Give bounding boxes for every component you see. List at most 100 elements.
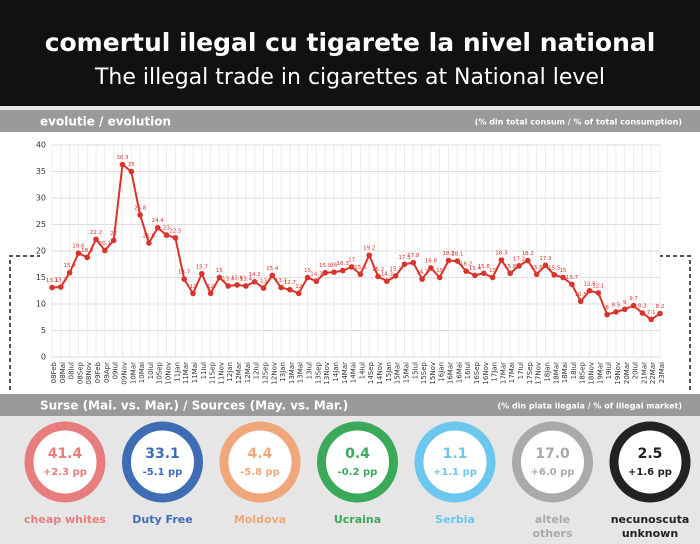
value-label: 18.2	[522, 251, 534, 257]
point	[137, 212, 143, 218]
value-label: 13.2	[55, 278, 67, 284]
source-ring	[122, 421, 203, 503]
source-value: 2.5	[638, 446, 663, 462]
y-tick-label: 5	[41, 326, 46, 335]
x-tick-label: 18Mar	[552, 362, 560, 384]
point	[172, 234, 179, 241]
x-tick-label: 12Sep	[261, 361, 269, 384]
source-change: -5.1 pp	[143, 467, 183, 478]
value-label: 15	[436, 268, 443, 274]
source-value: 0.4	[345, 446, 370, 462]
point	[163, 232, 170, 238]
value-label: 16.3	[337, 261, 350, 267]
value-label: 17.3	[539, 256, 552, 262]
x-tick-label: 14Iul	[358, 362, 366, 379]
point	[66, 269, 73, 276]
x-tick-label: 09Apr	[103, 362, 111, 383]
x-tick-label: 17Mar	[499, 362, 507, 384]
source-change: +2.3 pp	[43, 467, 87, 478]
point	[516, 263, 522, 269]
point	[586, 287, 593, 294]
value-label: 17	[348, 257, 355, 263]
plot: 0 5 10 15 20 25 30 35 40 08Feb 08Mai 08Iul 08Sep 08No…	[9, 141, 691, 390]
point	[533, 271, 540, 278]
x-tick-label: 14Sep	[367, 361, 375, 384]
x-tick-label: 16Mar	[447, 362, 455, 384]
value-label: 9	[623, 300, 627, 306]
value-label: 15	[216, 268, 223, 274]
value-label: 13	[260, 279, 267, 285]
source-value: 4.4	[248, 446, 273, 462]
point	[190, 290, 196, 297]
source-name: Ucraina	[334, 513, 381, 526]
source-ring	[414, 421, 496, 503]
point	[569, 281, 575, 288]
header-bg	[0, 0, 700, 106]
value-label: 13.1	[46, 278, 58, 284]
point	[542, 262, 549, 269]
x-tick-label: 11Nov	[217, 362, 225, 385]
value-label: 15.4	[266, 266, 279, 272]
point	[498, 257, 505, 263]
point	[630, 302, 637, 309]
point	[102, 247, 108, 254]
x-tick-label: 11Jan	[173, 362, 181, 382]
value-label: 19.6	[72, 244, 85, 250]
value-label: 21.5	[143, 234, 156, 240]
value-label: 13.6	[231, 275, 244, 281]
x-tick-label: 18Nov	[588, 362, 596, 385]
point	[401, 261, 408, 268]
value-label: 12.7	[284, 280, 297, 286]
value-label: 15.6	[354, 265, 367, 271]
point	[463, 268, 469, 274]
x-tick-label: 12Jan	[226, 362, 234, 382]
value-label: 18.3	[495, 251, 508, 257]
source-name: necunoscuta	[611, 513, 690, 526]
source-ring	[609, 421, 691, 503]
point	[287, 286, 293, 293]
source-change: -5.8 pp	[240, 467, 280, 478]
value-label: 15.8	[504, 264, 517, 270]
point	[621, 306, 628, 313]
value-label: 15.5	[548, 265, 561, 271]
source-name: others	[532, 527, 573, 540]
x-tick-label: 23Mai	[658, 362, 666, 383]
value-label: 18.2	[442, 251, 454, 257]
x-tick-label: 12Nov	[270, 362, 278, 385]
source-name: Duty Free	[132, 513, 192, 526]
chart-title: evolutie / evolution	[40, 115, 171, 129]
x-tick-label: 08Mai	[59, 362, 67, 383]
value-label: 17.5	[398, 255, 411, 261]
value-label: 24.4	[152, 218, 165, 224]
x-tick-label: 16Sep	[473, 361, 481, 384]
point	[339, 267, 346, 274]
subtitle: The illegal trade in cigarettes at Natio…	[94, 65, 605, 90]
x-tick-label: 10Mar	[129, 362, 137, 384]
value-label: 10.5	[575, 292, 588, 298]
point	[348, 264, 355, 270]
y-tick-label: 0	[41, 353, 46, 362]
value-label: 12.5	[583, 281, 596, 287]
point	[331, 269, 337, 276]
point	[216, 274, 223, 281]
source-name: Moldova	[234, 513, 286, 526]
point	[648, 316, 654, 323]
value-label: 15	[304, 268, 311, 274]
point	[154, 224, 161, 231]
point	[375, 273, 381, 280]
x-tick-label: 11Iul	[200, 362, 208, 379]
x-tick-label: 13Sep	[314, 361, 322, 384]
source-value: 17.0	[535, 446, 570, 462]
point	[93, 236, 99, 243]
point	[269, 272, 276, 279]
value-label: 15.8	[478, 264, 491, 270]
source-name: unknown	[622, 527, 678, 540]
chart-subtitle: (% din total consum / % of total consump…	[475, 118, 682, 127]
x-tick-label: 12Mar	[235, 362, 243, 384]
x-tick-label: 10Iul	[147, 362, 155, 379]
x-tick-label: 15Iul	[411, 362, 419, 379]
point	[419, 276, 425, 282]
x-tick-label: 10Mai	[138, 362, 146, 383]
x-tick-label: 13Nov	[323, 362, 331, 385]
dashed-bracket	[9, 255, 691, 390]
